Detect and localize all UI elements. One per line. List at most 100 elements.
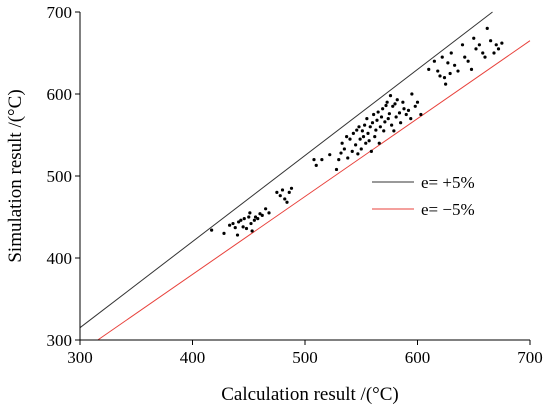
data-point bbox=[247, 215, 251, 219]
y-axis-title: Simulation result /(°C) bbox=[5, 89, 26, 262]
data-point bbox=[237, 220, 241, 224]
data-point bbox=[357, 125, 361, 129]
x-tick-label: 500 bbox=[292, 348, 318, 367]
data-point bbox=[374, 128, 378, 132]
data-point bbox=[239, 218, 243, 222]
data-point bbox=[401, 100, 405, 104]
data-point bbox=[472, 36, 476, 40]
data-point bbox=[391, 104, 395, 108]
data-point bbox=[289, 186, 294, 190]
data-point bbox=[267, 211, 271, 215]
data-point bbox=[500, 41, 504, 45]
data-point bbox=[384, 103, 388, 108]
data-point bbox=[249, 221, 253, 226]
data-point bbox=[354, 143, 358, 147]
data-point bbox=[368, 125, 372, 129]
data-point bbox=[350, 149, 354, 153]
data-point bbox=[485, 26, 489, 30]
data-point bbox=[474, 47, 478, 51]
data-point bbox=[448, 71, 452, 76]
y-tick-label: 700 bbox=[47, 3, 73, 22]
data-point bbox=[393, 102, 397, 106]
data-point bbox=[285, 200, 289, 204]
y-tick-label: 600 bbox=[47, 85, 73, 104]
data-point bbox=[231, 221, 235, 226]
data-point bbox=[383, 120, 387, 124]
data-point bbox=[494, 43, 498, 47]
data-point bbox=[481, 51, 485, 55]
data-point bbox=[440, 55, 444, 59]
data-point bbox=[377, 141, 381, 145]
data-point bbox=[415, 100, 420, 104]
data-point bbox=[378, 125, 382, 129]
data-point bbox=[348, 137, 352, 141]
data-point bbox=[460, 43, 465, 47]
data-point bbox=[242, 217, 246, 221]
legend-label-upper: e= +5% bbox=[421, 173, 475, 192]
data-point bbox=[381, 107, 385, 111]
data-point bbox=[241, 225, 245, 229]
data-point bbox=[283, 197, 287, 201]
lower-error-line bbox=[97, 40, 531, 341]
data-point bbox=[463, 55, 467, 59]
y-tick-label: 300 bbox=[47, 331, 73, 350]
data-point bbox=[489, 39, 493, 43]
data-point bbox=[446, 61, 450, 65]
data-point bbox=[395, 98, 399, 102]
data-point bbox=[337, 158, 341, 162]
data-point bbox=[356, 152, 360, 156]
data-point bbox=[233, 226, 237, 230]
data-point bbox=[367, 139, 371, 143]
data-point bbox=[375, 118, 379, 122]
data-point bbox=[366, 131, 370, 135]
data-point bbox=[260, 213, 264, 217]
data-point bbox=[360, 129, 364, 133]
data-point bbox=[410, 92, 414, 96]
data-point bbox=[453, 63, 457, 67]
data-point bbox=[355, 128, 359, 132]
data-point bbox=[397, 111, 402, 115]
data-point bbox=[228, 223, 232, 227]
data-point bbox=[364, 141, 368, 145]
data-point bbox=[256, 217, 260, 221]
data-point bbox=[258, 212, 262, 216]
data-point bbox=[466, 59, 470, 63]
data-point bbox=[373, 135, 377, 139]
x-tick-label: 300 bbox=[67, 348, 93, 367]
data-point bbox=[244, 226, 249, 231]
data-point bbox=[328, 153, 332, 157]
data-point bbox=[248, 211, 252, 215]
data-point bbox=[365, 117, 369, 121]
data-point bbox=[346, 156, 350, 160]
data-point bbox=[382, 129, 386, 133]
data-point bbox=[394, 115, 398, 119]
data-point bbox=[275, 190, 279, 194]
data-point bbox=[388, 94, 393, 98]
data-point bbox=[370, 121, 375, 125]
data-point bbox=[469, 67, 474, 71]
y-tick-label: 400 bbox=[47, 249, 73, 268]
data-point bbox=[253, 215, 258, 219]
data-point bbox=[419, 112, 423, 117]
data-point bbox=[392, 129, 396, 133]
data-point bbox=[250, 229, 254, 233]
data-point bbox=[387, 112, 391, 116]
data-point bbox=[342, 147, 346, 151]
data-point bbox=[314, 163, 318, 167]
data-point bbox=[483, 55, 487, 59]
data-point bbox=[438, 74, 442, 78]
data-point bbox=[492, 51, 496, 55]
data-point bbox=[280, 188, 285, 192]
data-point bbox=[404, 112, 408, 117]
x-tick-label: 400 bbox=[180, 348, 206, 367]
data-point bbox=[449, 51, 453, 55]
data-point bbox=[264, 207, 268, 211]
data-point bbox=[363, 123, 367, 127]
data-point bbox=[409, 117, 413, 121]
data-point bbox=[413, 104, 417, 108]
data-point bbox=[444, 82, 448, 86]
data-point bbox=[376, 110, 380, 114]
data-point bbox=[210, 228, 214, 232]
data-point bbox=[340, 141, 344, 145]
